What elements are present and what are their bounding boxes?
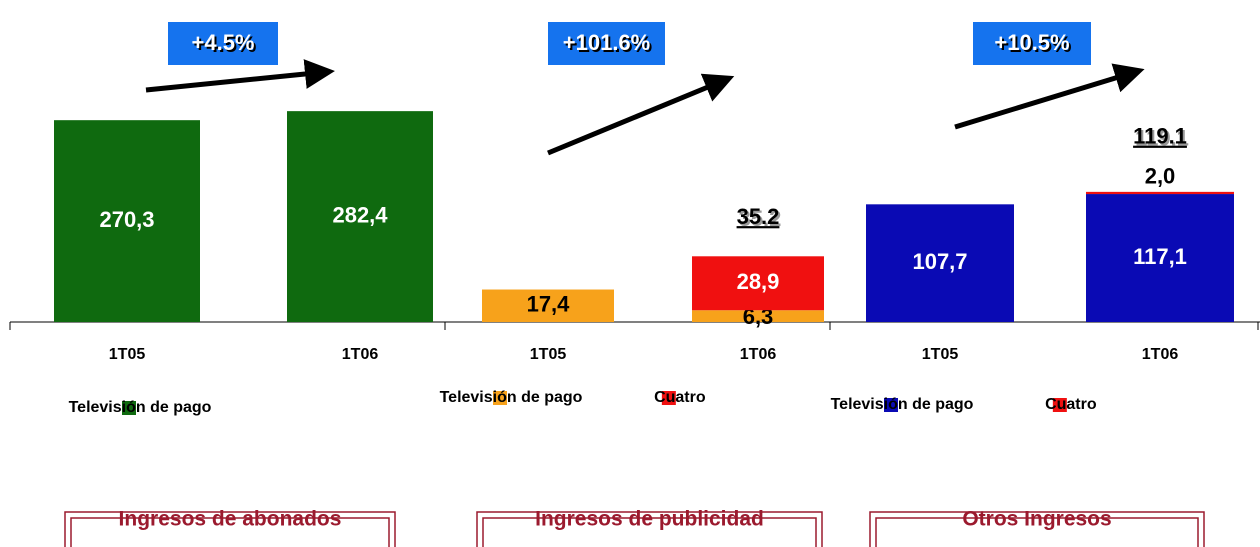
x-tick-label: 1T06: [1142, 346, 1179, 363]
total-label: 35.2: [737, 204, 780, 229]
data-label: 117,1: [1133, 244, 1187, 269]
bar-segment: [1086, 191, 1234, 195]
panel-title: Ingresos de abonados: [119, 508, 342, 531]
title-box-inner: [875, 517, 1199, 547]
bar-segment: [692, 310, 824, 322]
bar-segment: [54, 120, 200, 323]
total-label-shadow: 35.2: [739, 206, 782, 231]
legend-swatch: [884, 398, 898, 412]
x-tick-label: 1T06: [342, 346, 379, 363]
title-box: [869, 511, 1205, 547]
trend-arrow: [547, 73, 735, 156]
growth-badge: [973, 22, 1091, 65]
data-label: 2,0: [1145, 164, 1176, 189]
trend-arrow: [145, 59, 335, 93]
legend-swatch: [661, 391, 676, 405]
legend-label: Cuatro: [654, 389, 706, 406]
bar-segment: [866, 204, 1014, 322]
x-tick-label: 1T06: [740, 346, 777, 363]
legend-label: Televisión de pago: [831, 396, 974, 413]
data-label: 28,9: [737, 269, 780, 294]
growth-label: +4.5%: [192, 30, 255, 55]
x-tick-label: 1T05: [922, 346, 959, 363]
legend-swatch: [493, 391, 507, 405]
title-box: [64, 511, 396, 547]
growth-label-shadow: +10.5%: [996, 32, 1071, 57]
growth-label: +101.6%: [563, 30, 650, 55]
growth-label: +10.5%: [994, 30, 1069, 55]
x-tick-label: 1T05: [530, 346, 567, 363]
total-label-shadow: 119.1: [1135, 126, 1189, 151]
legend-label: Televisión de pago: [69, 399, 212, 416]
legend-swatch: [1052, 398, 1067, 412]
bar-segment: [287, 111, 433, 323]
bar-segment: [1086, 194, 1234, 322]
growth-label-shadow: +101.6%: [565, 32, 652, 57]
data-label: 17,4: [527, 292, 571, 317]
growth-badge: [548, 22, 665, 65]
data-label: 107,7: [912, 249, 967, 274]
legend-label: Televisión de pago: [440, 389, 583, 406]
panel-title: Otros Ingresos: [962, 508, 1111, 531]
total-label: 119.1: [1133, 124, 1187, 149]
title-box: [476, 511, 823, 547]
title-box-inner: [482, 517, 817, 547]
title-box-inner: [70, 517, 390, 547]
panel-title: Ingresos de publicidad: [535, 508, 764, 531]
bar-segment: [482, 289, 614, 322]
data-label: 270,3: [99, 207, 154, 232]
legend-label: Cuatro: [1045, 396, 1097, 413]
growth-label-shadow: +4.5%: [194, 32, 257, 57]
growth-badge: [168, 22, 278, 65]
bar-segment: [692, 256, 824, 311]
legend-swatch: [122, 401, 136, 415]
data-label: 282,4: [332, 202, 388, 227]
trend-arrow: [954, 63, 1145, 130]
x-tick-label: 1T05: [109, 346, 146, 363]
